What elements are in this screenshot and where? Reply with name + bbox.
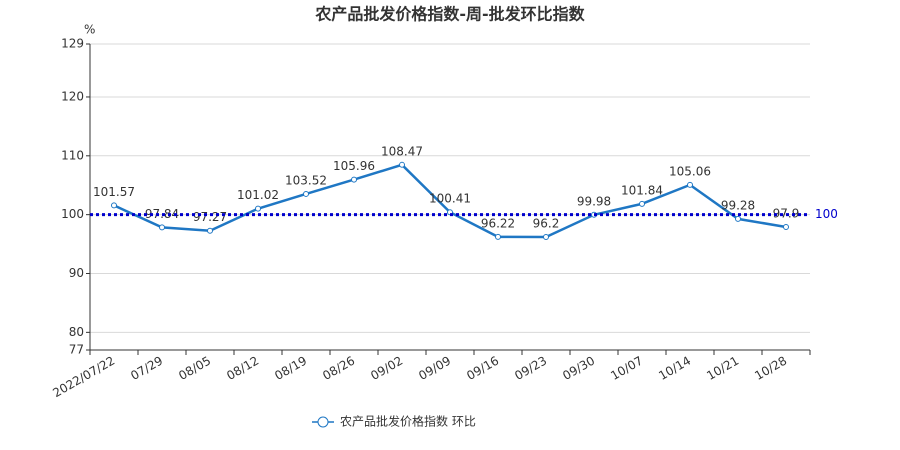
y-tick-label: 129 [61, 37, 84, 51]
x-tick-label: 10/21 [704, 354, 741, 383]
x-tick-label: 08/05 [176, 354, 213, 383]
x-tick-label: 10/28 [752, 354, 789, 383]
x-tick-label: 09/02 [368, 354, 405, 383]
chart-title: 农产品批发价格指数-周-批发环比指数 [314, 5, 585, 24]
reference-label: 100 [815, 207, 838, 221]
data-label: 99.28 [721, 198, 755, 212]
point [687, 181, 693, 188]
point [543, 234, 549, 241]
point [351, 176, 357, 183]
x-tick-label: 10/14 [656, 354, 693, 383]
point [783, 224, 789, 231]
data-label: 97.27 [193, 210, 227, 224]
legend-marker [317, 416, 329, 428]
legend-label: 农产品批发价格指数 环比 [340, 414, 476, 429]
x-tick-label: 10/07 [608, 354, 645, 383]
data-label: 99.98 [577, 194, 611, 208]
y-tick-label: 110 [61, 148, 84, 162]
point [255, 205, 261, 212]
x-tick-label: 09/09 [416, 354, 453, 383]
data-label: 103.52 [285, 173, 327, 187]
x-tick-label: 2022/07/22 [50, 354, 117, 401]
y-tick-label: 100 [61, 207, 84, 221]
y-tick-label: 80 [69, 325, 84, 339]
data-label: 100.41 [429, 192, 471, 206]
point [207, 227, 213, 234]
x-tick-label: 08/12 [224, 354, 261, 383]
point [303, 190, 309, 197]
data-label: 105.96 [333, 159, 375, 173]
x-tick-label: 09/30 [560, 354, 597, 383]
point [495, 233, 501, 240]
x-tick-label: 08/19 [272, 354, 309, 383]
y-tick-label: 120 [61, 89, 84, 103]
point [111, 202, 117, 209]
y-tick-label: 90 [69, 266, 84, 280]
x-tick-label: 08/26 [320, 354, 357, 383]
data-label: 101.57 [93, 185, 135, 199]
x-tick-label: 07/29 [128, 354, 165, 383]
point [159, 224, 165, 231]
data-label: 96.2 [533, 217, 560, 231]
point [735, 215, 741, 222]
x-tick-label: 09/23 [512, 354, 549, 383]
point [399, 161, 405, 168]
y-unit: % [84, 23, 95, 37]
data-label: 108.47 [381, 144, 423, 158]
data-label: 96.22 [481, 216, 515, 230]
y-tick-label: 77 [69, 343, 84, 357]
x-tick-label: 09/16 [464, 354, 501, 383]
point [639, 200, 645, 207]
data-label: 101.84 [621, 183, 663, 197]
data-label: 101.02 [237, 188, 279, 202]
data-label: 105.06 [669, 164, 711, 178]
